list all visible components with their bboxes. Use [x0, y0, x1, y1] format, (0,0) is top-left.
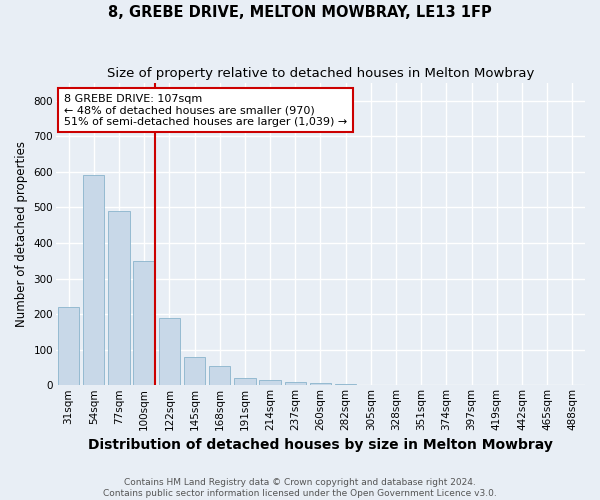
Title: Size of property relative to detached houses in Melton Mowbray: Size of property relative to detached ho… — [107, 68, 534, 80]
Text: 8 GREBE DRIVE: 107sqm
← 48% of detached houses are smaller (970)
51% of semi-det: 8 GREBE DRIVE: 107sqm ← 48% of detached … — [64, 94, 347, 127]
Bar — [209, 366, 230, 386]
Bar — [259, 380, 281, 386]
Bar — [108, 211, 130, 386]
Bar — [385, 384, 407, 386]
X-axis label: Distribution of detached houses by size in Melton Mowbray: Distribution of detached houses by size … — [88, 438, 553, 452]
Bar — [234, 378, 256, 386]
Bar — [360, 384, 382, 386]
Bar — [184, 357, 205, 386]
Y-axis label: Number of detached properties: Number of detached properties — [15, 141, 28, 327]
Bar — [335, 384, 356, 386]
Bar — [58, 307, 79, 386]
Bar — [133, 261, 155, 386]
Bar — [83, 176, 104, 386]
Text: 8, GREBE DRIVE, MELTON MOWBRAY, LE13 1FP: 8, GREBE DRIVE, MELTON MOWBRAY, LE13 1FP — [108, 5, 492, 20]
Bar — [158, 318, 180, 386]
Text: Contains HM Land Registry data © Crown copyright and database right 2024.
Contai: Contains HM Land Registry data © Crown c… — [103, 478, 497, 498]
Bar — [284, 382, 306, 386]
Bar — [310, 384, 331, 386]
